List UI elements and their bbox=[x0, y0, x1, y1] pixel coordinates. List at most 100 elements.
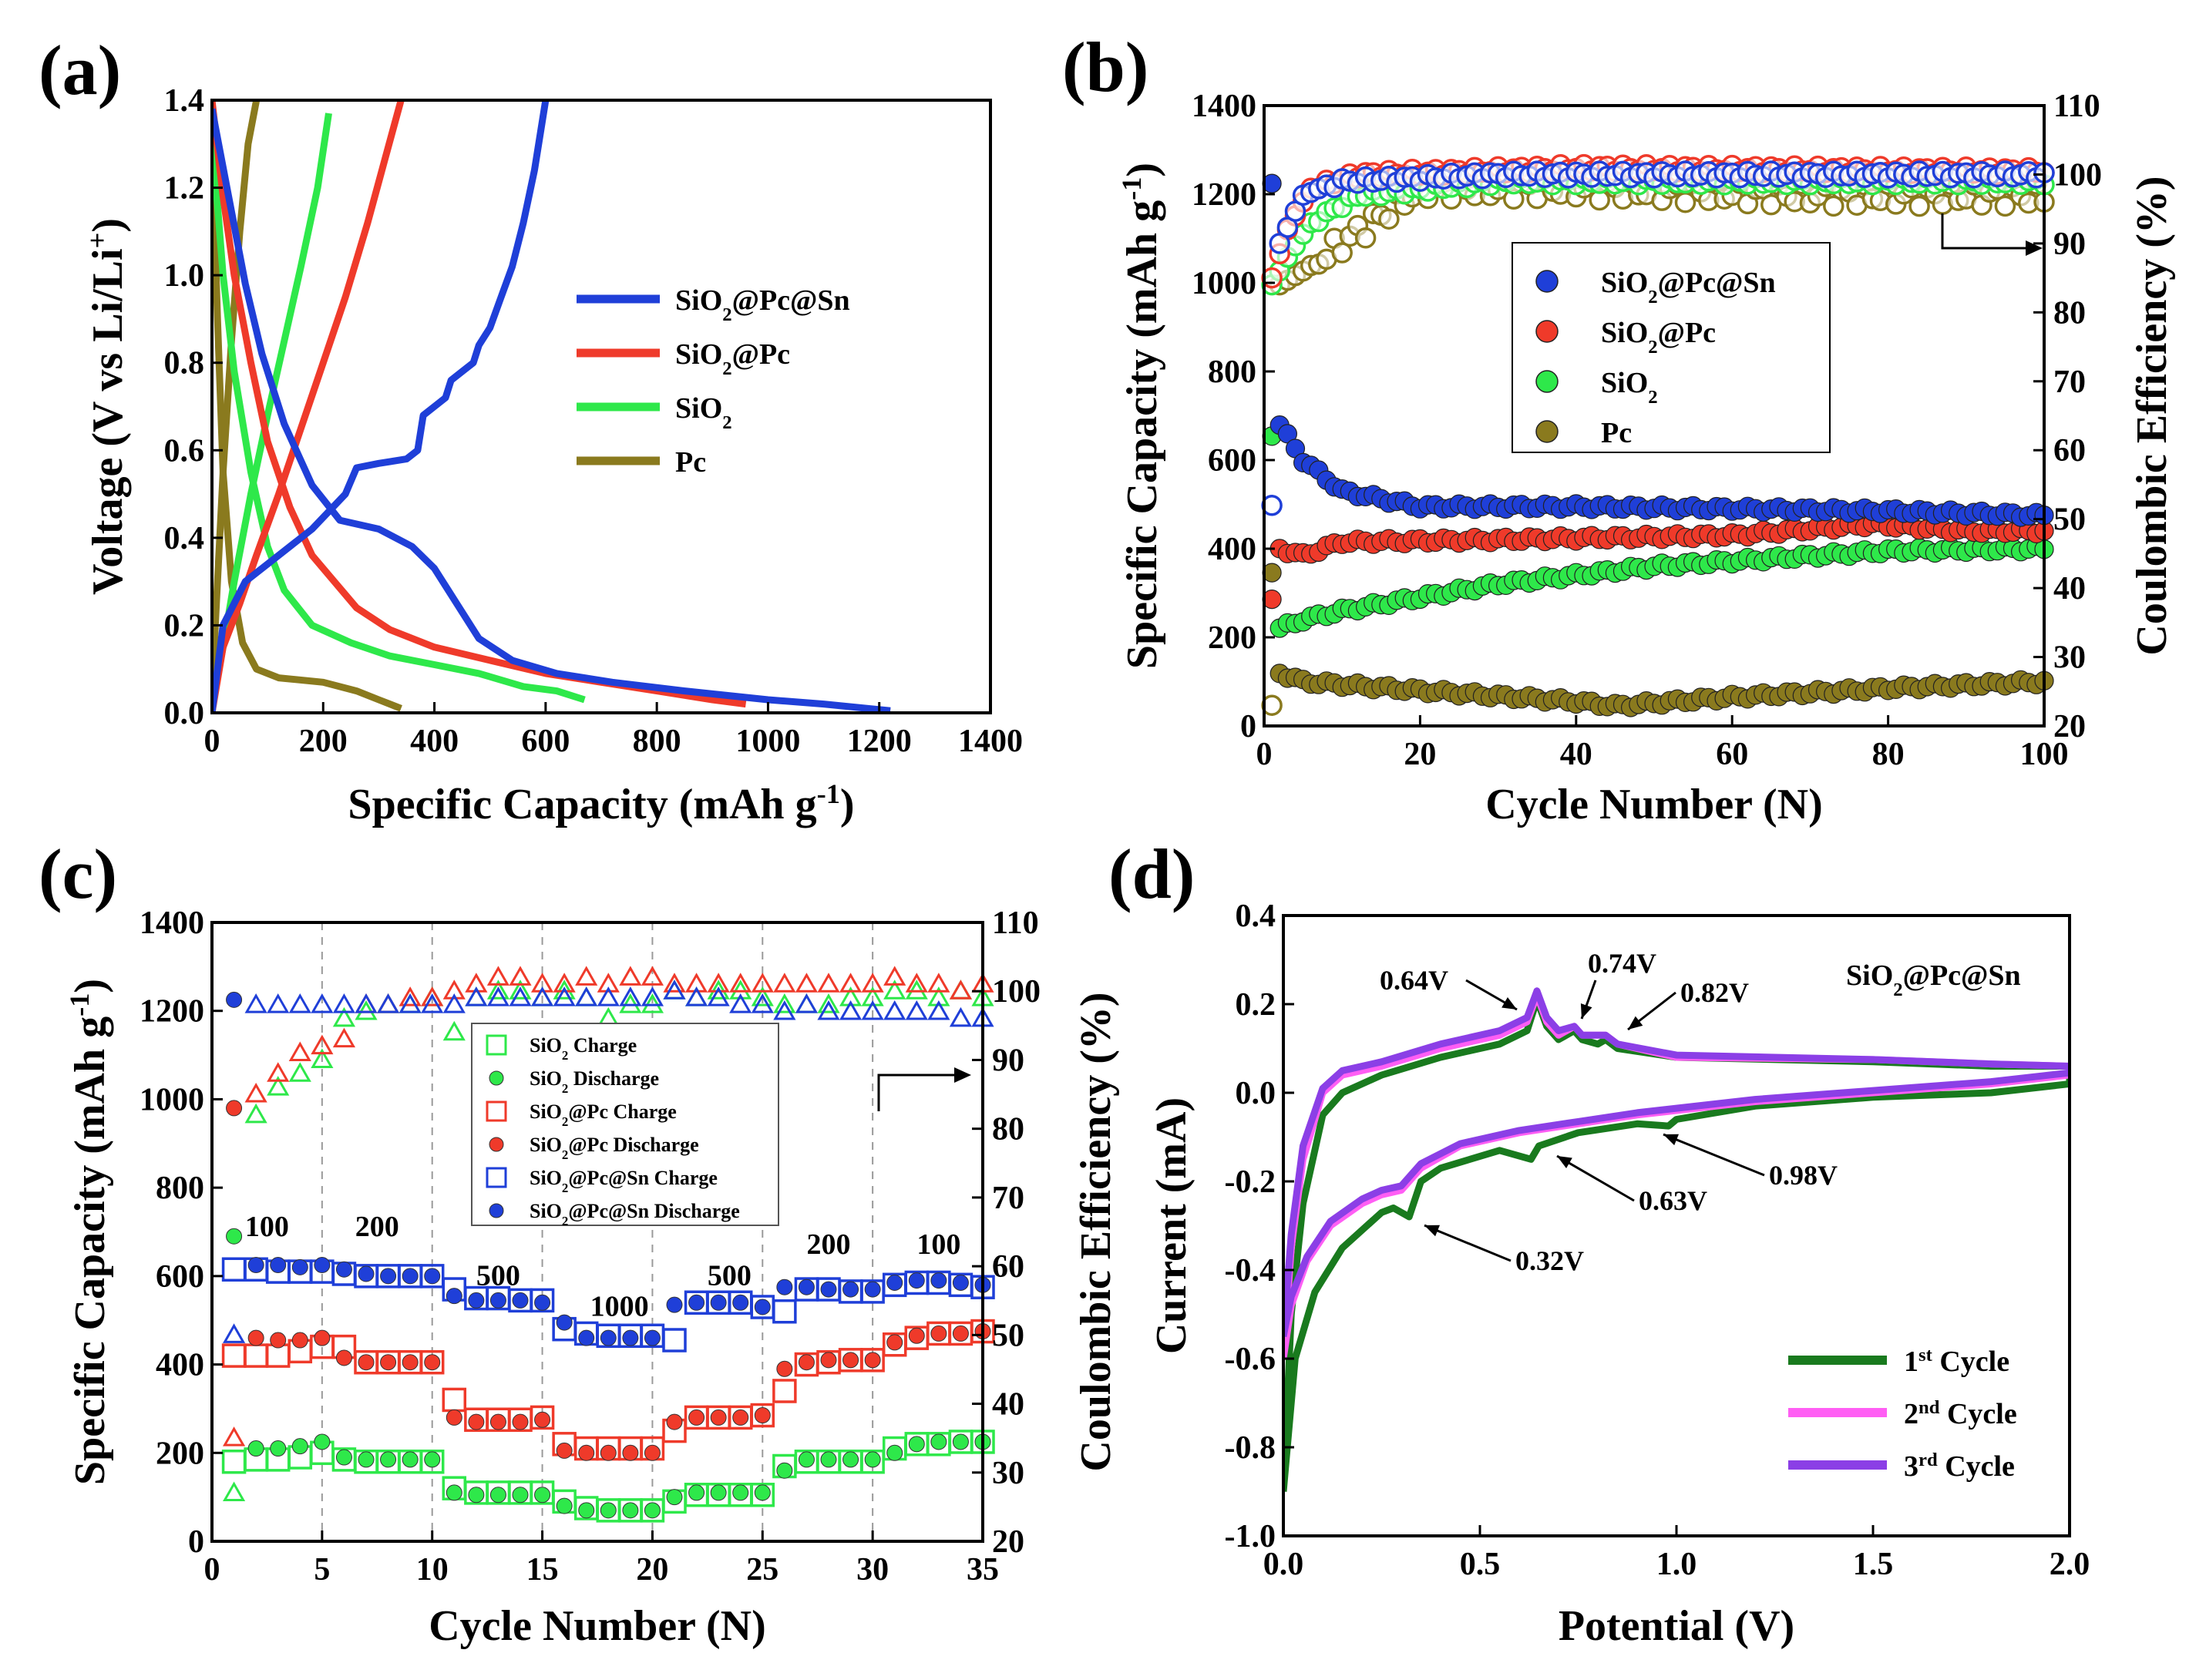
point-ce-Pc bbox=[1994, 195, 2016, 217]
point-ce-SiO@Pc@Sn bbox=[530, 986, 554, 1006]
point-discharge-SiO@Pc bbox=[512, 1413, 529, 1430]
point-ce-SiO bbox=[619, 993, 642, 1013]
panel-a-ytick-label: 0.0 bbox=[164, 696, 205, 731]
point-discharge-SiO@Pc@Sn bbox=[820, 1281, 837, 1298]
point-discharge-SiO@Pc@Sn bbox=[710, 1294, 727, 1311]
panel-a-xlabel-part-1: -1 bbox=[817, 778, 840, 809]
legend-a-label-SiO-part-1: 2 bbox=[722, 412, 731, 433]
legend-c-label: SiO2 Discharge bbox=[530, 1067, 659, 1096]
panel-c-rate-label: 1000 bbox=[590, 1290, 649, 1322]
point-ce-Pc bbox=[1908, 195, 1930, 217]
point-ce-SiO@Pc bbox=[530, 973, 554, 993]
point-discharge-SiO@Pc bbox=[291, 1332, 308, 1349]
point-discharge-SiO bbox=[489, 1487, 506, 1504]
point-ce-SiO bbox=[376, 993, 400, 1013]
point-discharge-SiO@Pc bbox=[908, 1327, 925, 1344]
panel-d-ytick-label: 0.0 bbox=[1236, 1076, 1276, 1111]
point-discharge-SiO@Pc@Sn bbox=[380, 1268, 397, 1285]
point-charge-SiO@Pc bbox=[530, 1405, 555, 1430]
panel-c-xtick-label: 35 bbox=[967, 1552, 999, 1588]
point-ce-SiO@Pc bbox=[575, 966, 598, 986]
panel-c-y2tick-label: 60 bbox=[992, 1249, 1024, 1285]
panel-d-peak-arrow bbox=[1663, 1133, 1765, 1177]
point-discharge-SiO@Pc@Sn bbox=[314, 1257, 331, 1274]
point-ce-SiO bbox=[486, 979, 510, 1000]
panel-a-ytick-label: 1.4 bbox=[164, 83, 205, 119]
panel-c-y2tick-label: 50 bbox=[992, 1318, 1024, 1353]
point-discharge-SiO bbox=[710, 1484, 727, 1501]
legend-a-label-SiO@Pc-part-0: SiO bbox=[675, 338, 722, 371]
panel-b-y2tick-label: 50 bbox=[2053, 502, 2086, 538]
point-discharge-SiO bbox=[270, 1440, 287, 1457]
panel-c-ytick-label: 600 bbox=[156, 1259, 204, 1295]
panel-a-ytick-label: 1.2 bbox=[164, 171, 205, 207]
point-ce-SiO@Pc bbox=[311, 1034, 334, 1055]
legend-b-label-SiO@Pc-part-2: @Pc bbox=[1658, 317, 1716, 349]
point-ce-SiO@Pc bbox=[597, 973, 620, 993]
legend-b-label-SiO@Pc@Sn-part-1: 2 bbox=[1648, 287, 1657, 307]
panel-c-ytick-label: 800 bbox=[156, 1171, 204, 1206]
panel-a-xlabel-part-0: Specific Capacity (mAh g bbox=[348, 781, 816, 828]
panel-c-y2tick-label: 110 bbox=[992, 906, 1039, 941]
panel-a: 0 200 400 600 800 1000 1200 1400 0.0 0.2 0.4 0.6 0.8… bbox=[39, 31, 1023, 828]
panel-c-xlabel: Cycle Number (N) bbox=[429, 1602, 766, 1650]
panel-c-rate-label: 100 bbox=[245, 1211, 289, 1243]
point-discharge-SiO@Pc bbox=[534, 1411, 551, 1428]
point-discharge-SiO@Pc bbox=[644, 1444, 661, 1461]
panel-c-xtick-label: 10 bbox=[416, 1552, 449, 1588]
point-discharge-SiO@Pc@Sn bbox=[358, 1265, 375, 1282]
point-ce-SiO@Pc bbox=[684, 973, 708, 993]
legend-c-label-part-1: 2 bbox=[562, 1181, 568, 1195]
panel-a-ylabel-part-0: Voltage (V vs Li/Li bbox=[84, 248, 132, 595]
point-ce-SiO@Pc bbox=[817, 973, 840, 993]
panel-b-ylabel-part-0: Specific Capacity (mAh g bbox=[1118, 200, 1166, 669]
panel-d-peak-arrow bbox=[1424, 1224, 1512, 1262]
legend-b-label-SiO@Pc: SiO2@Pc bbox=[1601, 317, 1716, 358]
panel-b-ce-arrowhead bbox=[2026, 240, 2043, 256]
point-ce-SiO@Pc@Sn bbox=[332, 993, 356, 1013]
point-ce-Pc bbox=[1331, 242, 1353, 264]
point-charge-SiO@Pc@Sn bbox=[419, 1264, 445, 1289]
legend-a-label-SiO-part-0: SiO bbox=[675, 392, 722, 425]
panel-c-label: (c) bbox=[39, 835, 117, 913]
point-charge-SiO@Pc bbox=[419, 1349, 445, 1375]
point-discharge-SiO@Pc bbox=[468, 1413, 485, 1430]
point-discharge-SiO bbox=[247, 1440, 264, 1457]
panel-b-xtick-label: 60 bbox=[1716, 737, 1748, 772]
panel-b-ytick-label: 1200 bbox=[1192, 177, 1256, 213]
point-discharge-SiO@Pc bbox=[578, 1444, 595, 1461]
point-ce-SiO@Pc@Sn bbox=[509, 986, 532, 1006]
point-ce-SiO@Pc@Sn bbox=[553, 986, 576, 1006]
legend-c-label-part-1: 2 bbox=[562, 1147, 568, 1162]
point-discharge-SiO@Pc bbox=[314, 1329, 331, 1346]
panel-a-xtick-label: 600 bbox=[521, 724, 570, 759]
point-discharge-SiO@Pc@Sn bbox=[688, 1294, 705, 1311]
legend-d-label-part-1: st bbox=[1918, 1345, 1933, 1366]
panel-c-plot bbox=[221, 966, 995, 1523]
point-ce-SiO@Pc@Sn bbox=[949, 1006, 973, 1027]
panel-c-ytick-label: 0 bbox=[188, 1524, 204, 1560]
point-ce-SiO@Pc@Sn bbox=[244, 993, 267, 1013]
legend-a-label-SiO@Pc: SiO2@Pc bbox=[675, 338, 790, 379]
point-ce-SiO@Pc@Sn bbox=[795, 993, 819, 1013]
point-discharge-SiO@Pc bbox=[952, 1325, 969, 1342]
legend-d-label: 3rd Cycle bbox=[1904, 1450, 2015, 1483]
legend-a-label-SiO@Pc-part-2: @Pc bbox=[732, 338, 790, 371]
legend-c-label-part-0: SiO bbox=[530, 1200, 562, 1222]
legend-c-label-part-1: 2 bbox=[562, 1114, 568, 1129]
panel-d-xtick-label: 2.0 bbox=[2050, 1547, 2090, 1582]
legend-c-label-part-0: SiO bbox=[530, 1167, 562, 1189]
point-discharge-SiO@Pc bbox=[600, 1444, 617, 1461]
point-ce-SiO@Pc@Sn bbox=[927, 1000, 950, 1020]
point-discharge-SiO@Pc@Sn bbox=[424, 1268, 441, 1285]
point-ce-SiO@Pc bbox=[773, 973, 796, 993]
point-discharge-SiO@Pc bbox=[270, 1332, 287, 1349]
panel-a-frame bbox=[210, 99, 992, 714]
point-ce-SiO@Pc bbox=[663, 973, 686, 993]
panel-d-frame bbox=[1282, 914, 2071, 1537]
point-discharge-SiO@Pc bbox=[424, 1354, 441, 1371]
point-ce-SiO bbox=[355, 1000, 378, 1020]
point-ce-SiO bbox=[817, 993, 840, 1013]
panel-c-rate-label: 200 bbox=[355, 1211, 399, 1243]
panel-d-sample-label-part-1: 2 bbox=[1893, 979, 1902, 1000]
